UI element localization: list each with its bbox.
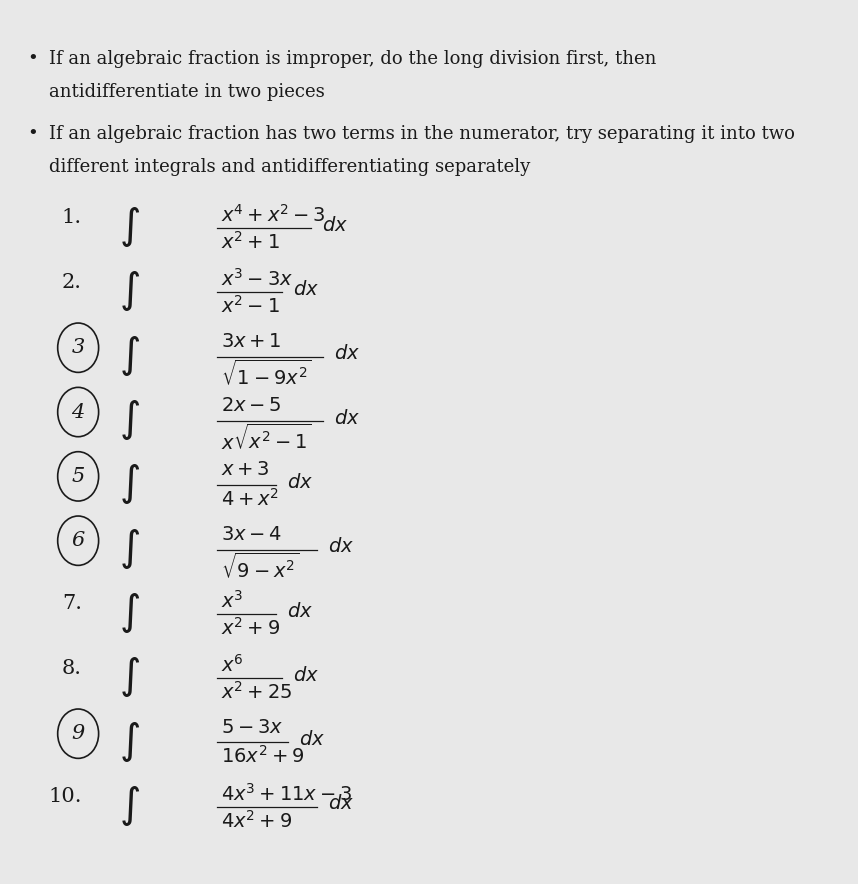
Text: $dx$: $dx$	[334, 344, 360, 363]
Text: $\int$: $\int$	[118, 654, 140, 699]
Text: $\int$: $\int$	[118, 526, 140, 571]
Text: $dx$: $dx$	[328, 537, 354, 556]
Text: $\sqrt{9 - x^2}$: $\sqrt{9 - x^2}$	[221, 552, 299, 582]
Text: $4x^2 + 9$: $4x^2 + 9$	[221, 810, 292, 831]
Text: $x^3 - 3x$: $x^3 - 3x$	[221, 269, 293, 290]
Text: 2.: 2.	[62, 273, 82, 292]
Text: 4: 4	[71, 402, 85, 422]
Text: 8.: 8.	[62, 659, 82, 678]
Text: $x^2 + 9$: $x^2 + 9$	[221, 616, 280, 638]
Text: If an algebraic fraction is improper, do the long division first, then: If an algebraic fraction is improper, do…	[49, 50, 656, 68]
Text: $dx$: $dx$	[287, 601, 313, 621]
Text: $\sqrt{1 - 9x^2}$: $\sqrt{1 - 9x^2}$	[221, 359, 311, 389]
Text: antidifferentiate in two pieces: antidifferentiate in two pieces	[49, 83, 324, 102]
Text: $4x^3 + 11x - 3$: $4x^3 + 11x - 3$	[221, 783, 352, 805]
Text: 3: 3	[71, 339, 85, 357]
Text: 6: 6	[71, 531, 85, 550]
Text: $\int$: $\int$	[118, 397, 140, 442]
Text: $x^4 + x^2 - 3$: $x^4 + x^2 - 3$	[221, 204, 325, 226]
Text: •: •	[27, 50, 38, 68]
Text: $dx$: $dx$	[287, 473, 313, 492]
Text: •: •	[27, 125, 38, 142]
Text: $16x^2 + 9$: $16x^2 + 9$	[221, 745, 304, 767]
Text: $3x + 1$: $3x + 1$	[221, 332, 281, 351]
Text: $5 - 3x$: $5 - 3x$	[221, 719, 283, 736]
Text: $x^2 + 1$: $x^2 + 1$	[221, 231, 280, 253]
Text: 9: 9	[71, 724, 85, 743]
Text: $dx$: $dx$	[334, 408, 360, 428]
Text: $\int$: $\int$	[118, 590, 140, 635]
Text: $x\sqrt{x^2 - 1}$: $x\sqrt{x^2 - 1}$	[221, 423, 311, 453]
Text: $dx$: $dx$	[293, 280, 319, 299]
Text: $dx$: $dx$	[328, 795, 354, 813]
Text: If an algebraic fraction has two terms in the numerator, try separating it into : If an algebraic fraction has two terms i…	[49, 125, 795, 142]
Text: $\int$: $\int$	[118, 783, 140, 828]
Text: $\int$: $\int$	[118, 461, 140, 507]
Text: $4 + x^2$: $4 + x^2$	[221, 488, 279, 510]
Text: $dx$: $dx$	[293, 666, 319, 685]
Text: $3x - 4$: $3x - 4$	[221, 526, 282, 544]
Text: 7.: 7.	[62, 594, 82, 613]
Text: $\int$: $\int$	[118, 204, 140, 249]
Text: $x^2 + 25$: $x^2 + 25$	[221, 681, 292, 703]
Text: $x + 3$: $x + 3$	[221, 461, 269, 479]
Text: 5: 5	[71, 467, 85, 486]
Text: $dx$: $dx$	[299, 730, 325, 749]
Text: $x^3$: $x^3$	[221, 590, 243, 612]
Text: $\int$: $\int$	[118, 719, 140, 764]
Text: 1.: 1.	[62, 209, 82, 227]
Text: different integrals and antidifferentiating separately: different integrals and antidifferentiat…	[49, 158, 530, 176]
Text: $dx$: $dx$	[323, 216, 348, 234]
Text: $2x - 5$: $2x - 5$	[221, 397, 281, 415]
Text: $\int$: $\int$	[118, 269, 140, 314]
Text: $\int$: $\int$	[118, 332, 140, 377]
Text: $x^6$: $x^6$	[221, 654, 244, 676]
Text: 10.: 10.	[48, 788, 82, 806]
Text: $x^2 - 1$: $x^2 - 1$	[221, 295, 280, 316]
